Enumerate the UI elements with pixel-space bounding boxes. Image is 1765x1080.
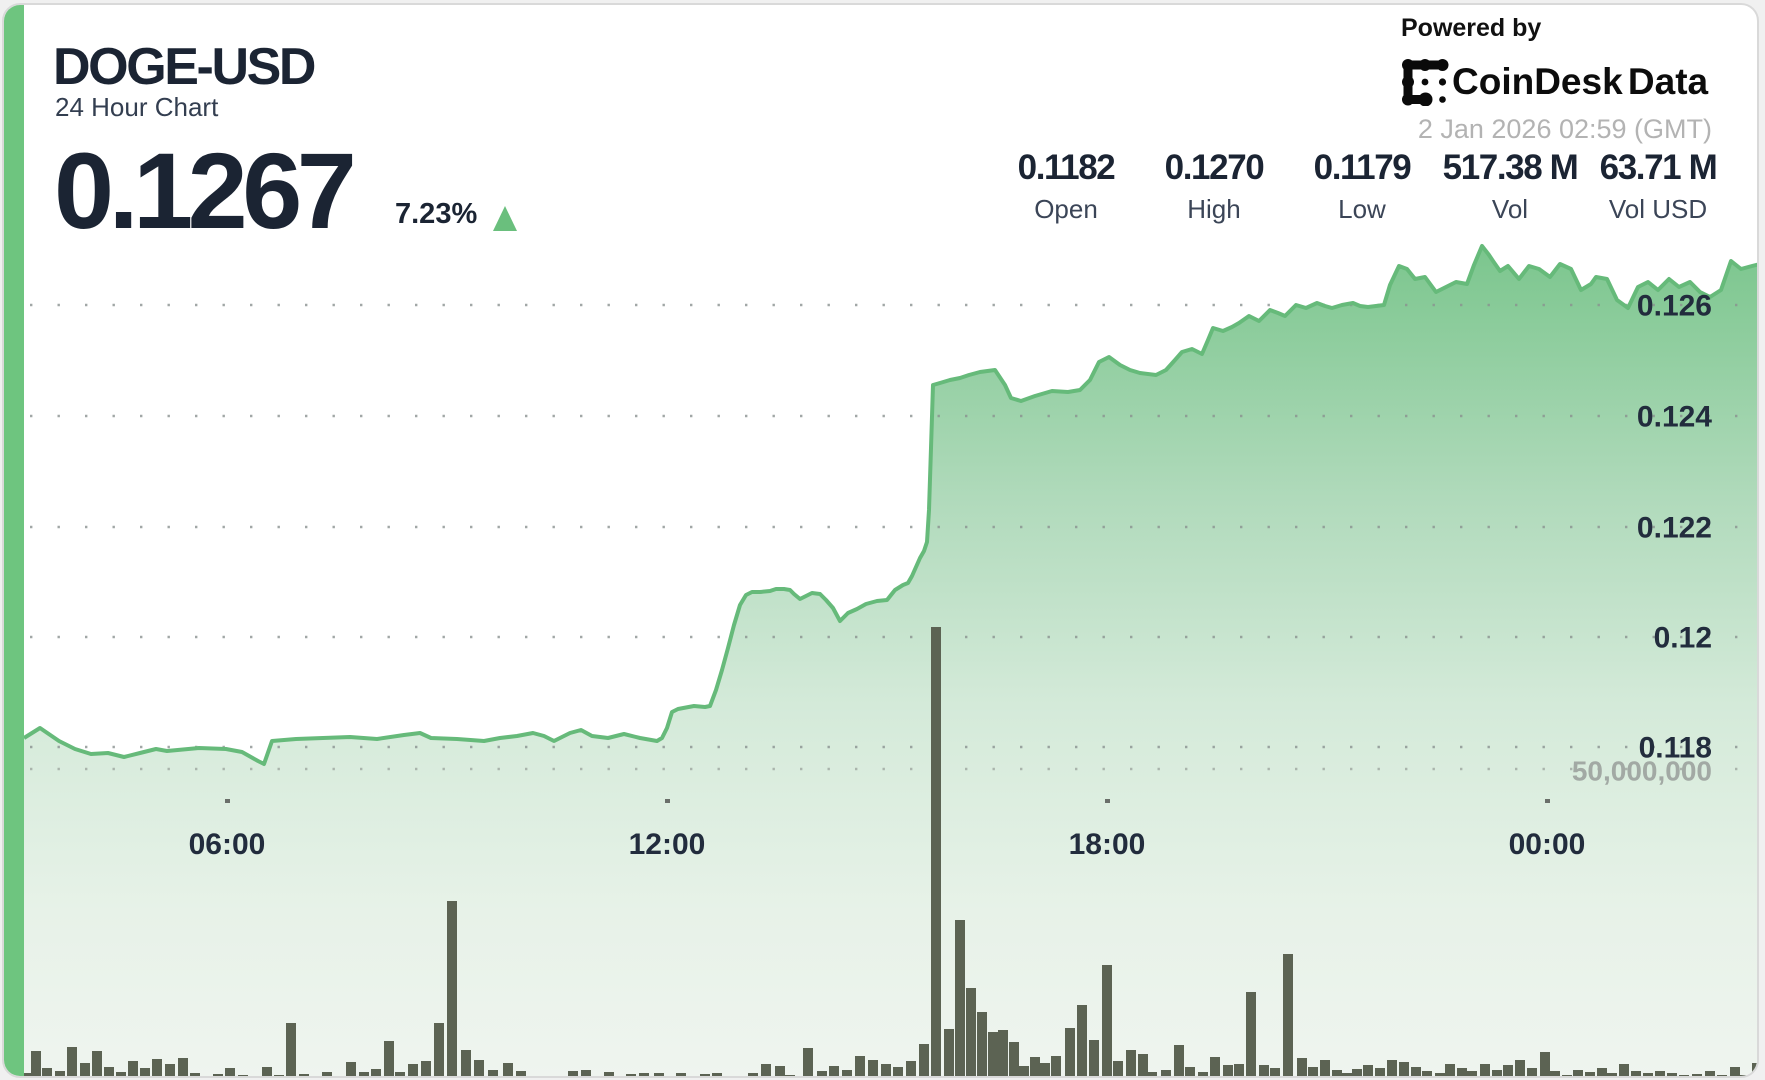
- svg-text:50,000,000: 50,000,000: [1572, 756, 1712, 787]
- svg-text:0.118: 0.118: [1639, 732, 1712, 765]
- svg-text:12:00: 12:00: [629, 828, 706, 861]
- svg-text:0.122: 0.122: [1637, 512, 1712, 545]
- svg-text:0.126: 0.126: [1637, 290, 1712, 323]
- svg-text:18:00: 18:00: [1069, 828, 1146, 861]
- svg-text:06:00: 06:00: [189, 828, 266, 861]
- svg-text:0.12: 0.12: [1654, 622, 1712, 655]
- svg-text:00:00: 00:00: [1509, 828, 1586, 861]
- svg-text:0.124: 0.124: [1637, 401, 1712, 434]
